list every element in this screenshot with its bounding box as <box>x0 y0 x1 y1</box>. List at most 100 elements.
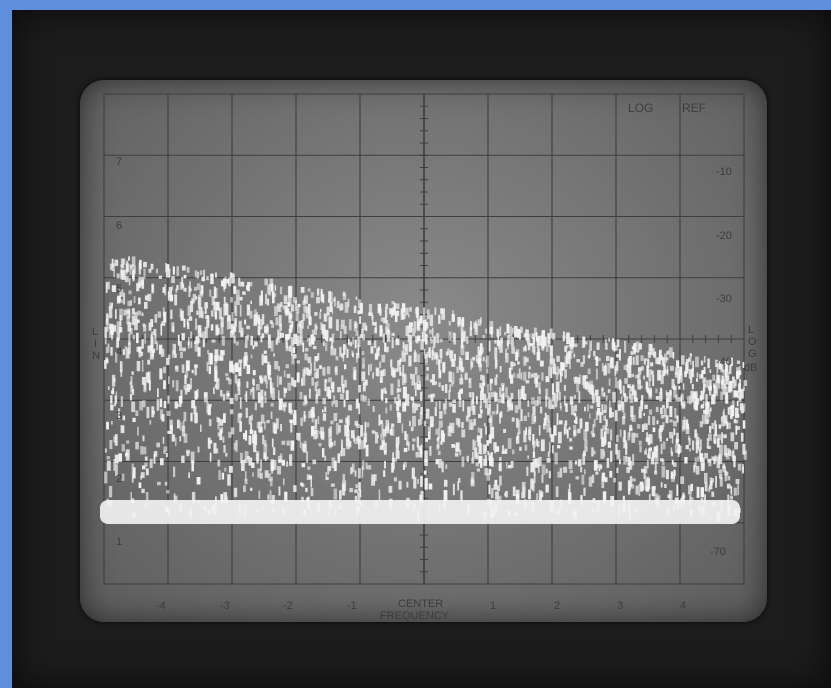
noise-dot <box>385 407 388 414</box>
noise-dot <box>591 447 594 457</box>
noise-dot <box>172 343 176 355</box>
noise-dot <box>267 298 270 306</box>
noise-dot <box>151 284 154 293</box>
noise-dot <box>113 436 116 443</box>
noise-dot <box>704 482 708 492</box>
noise-dot <box>526 466 529 476</box>
noise-dot <box>688 357 691 362</box>
noise-dot <box>646 365 649 377</box>
noise-dot <box>337 386 341 393</box>
noise-dot <box>141 312 144 317</box>
noise-dot <box>453 333 457 345</box>
noise-dot <box>691 384 694 390</box>
noise-dot <box>412 438 416 442</box>
noise-dot <box>611 338 615 350</box>
noise-dot <box>589 405 594 409</box>
noise-dot <box>358 482 361 492</box>
noise-dot <box>257 468 261 478</box>
noise-dot <box>159 398 163 408</box>
noise-dot <box>179 341 182 351</box>
noise-dot <box>105 282 108 293</box>
noise-dot <box>545 376 550 383</box>
noise-dot <box>672 462 677 467</box>
noise-dot <box>119 308 123 321</box>
noise-dot <box>673 428 676 436</box>
noise-dot <box>323 313 326 322</box>
noise-dot <box>261 314 265 325</box>
noise-dot <box>468 378 471 384</box>
noise-dot <box>206 402 209 414</box>
noise-dot <box>531 397 535 405</box>
noise-dot <box>195 318 197 330</box>
noise-dot <box>441 308 445 320</box>
noise-dot <box>194 390 198 400</box>
noise-dot <box>341 439 343 451</box>
noise-dot <box>489 381 492 391</box>
noise-dot <box>214 287 218 299</box>
noise-dot <box>537 396 541 405</box>
noise-dot <box>284 491 288 503</box>
noise-dot <box>252 345 255 350</box>
noise-dot <box>437 427 441 440</box>
noise-dot <box>739 365 741 375</box>
noise-dot <box>685 362 688 369</box>
noise-dot <box>689 448 691 452</box>
noise-dot <box>264 453 267 462</box>
noise-dot <box>358 299 362 309</box>
noise-dot <box>374 327 377 334</box>
noise-dot <box>565 428 569 435</box>
noise-dot <box>583 375 587 381</box>
noise-dot <box>231 273 235 284</box>
noise-dot <box>136 332 139 344</box>
noise-dot <box>153 454 156 464</box>
noise-dot <box>431 346 434 356</box>
noise-dot <box>648 387 652 395</box>
noise-dot <box>273 353 275 357</box>
noise-dot <box>657 359 660 365</box>
noise-dot <box>158 344 163 355</box>
noise-dot <box>581 336 585 349</box>
noise-dot <box>191 400 196 409</box>
noise-dot <box>208 352 213 365</box>
noise-dot <box>238 367 242 377</box>
noise-dot <box>436 444 440 450</box>
noise-dot <box>319 312 322 320</box>
noise-dot <box>163 366 166 374</box>
noise-dot <box>174 366 178 370</box>
noise-dot <box>674 445 679 453</box>
noise-dot <box>140 472 145 478</box>
noise-dot <box>719 473 723 479</box>
noise-dot <box>402 402 407 412</box>
noise-dot <box>370 346 374 354</box>
noise-dot <box>577 428 581 434</box>
noise-dot <box>643 466 648 474</box>
noise-dot <box>623 430 626 442</box>
noise-dot <box>570 401 573 407</box>
noise-dot <box>718 362 720 367</box>
noise-dot <box>112 387 115 395</box>
noise-dot <box>608 337 610 342</box>
noise-dot <box>236 368 239 372</box>
noise-dot <box>190 341 193 348</box>
noise-dot <box>476 396 478 405</box>
noise-dot <box>652 416 656 426</box>
noise-dot <box>624 378 628 384</box>
noise-dot <box>552 363 556 375</box>
noise-dot <box>431 374 435 386</box>
noise-dot <box>345 390 349 400</box>
noise-dot <box>566 332 570 344</box>
noise-dot <box>329 301 333 312</box>
noise-dot <box>176 285 179 291</box>
noise-dot <box>194 270 197 278</box>
noise-dot <box>666 398 669 409</box>
noise-dot <box>720 391 723 401</box>
noise-dot <box>732 382 736 389</box>
noise-dot <box>234 301 237 314</box>
noise-dot <box>479 405 482 412</box>
noise-dot <box>734 442 738 450</box>
noise-dot <box>396 400 400 412</box>
noise-dot <box>151 406 155 418</box>
noise-dot <box>719 477 723 487</box>
noise-dot <box>334 440 336 446</box>
noise-dot <box>126 440 130 444</box>
